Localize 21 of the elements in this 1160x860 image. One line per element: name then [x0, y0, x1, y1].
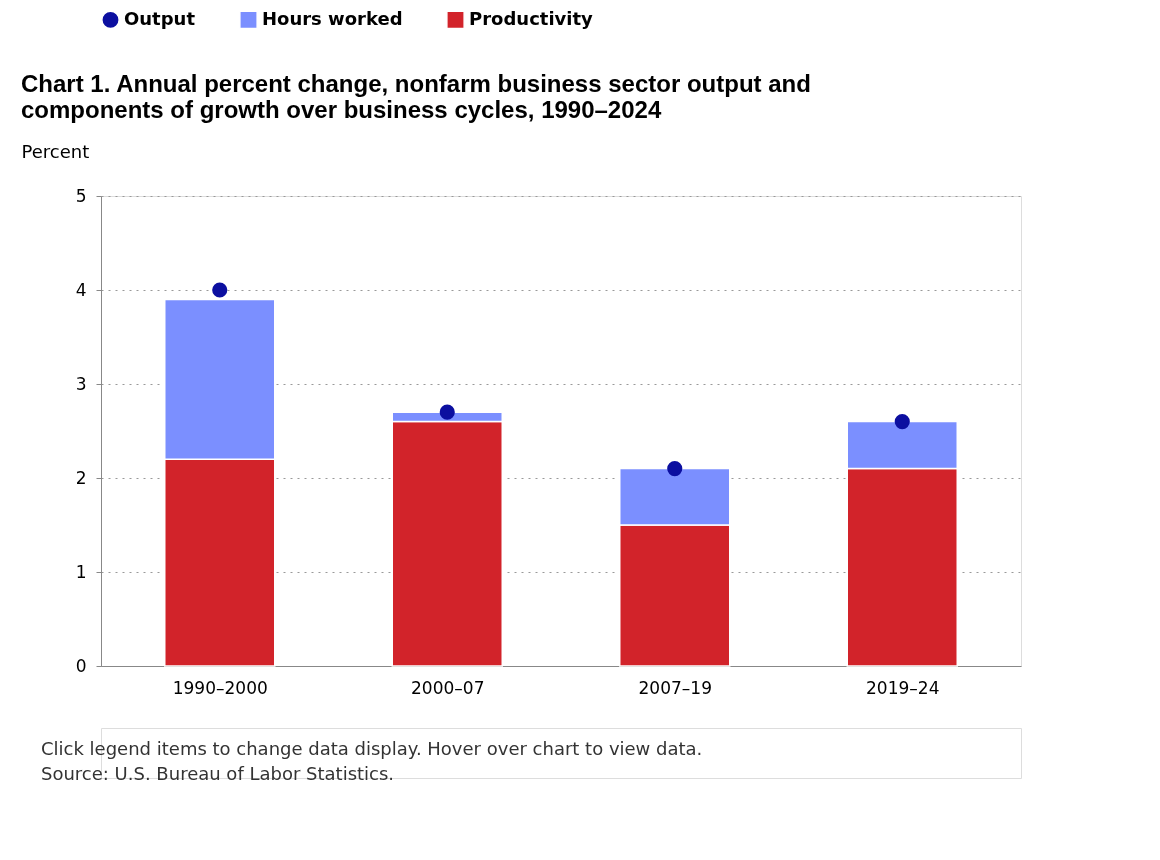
y-tick-label: 1 — [75, 561, 87, 582]
x-tick-label: 1990–2000 — [172, 677, 268, 698]
legend-label: Productivity — [469, 7, 594, 29]
y-tick-label: 0 — [75, 655, 87, 676]
y-tick-label: 4 — [75, 279, 87, 300]
y-axis-title: Percent — [21, 140, 90, 162]
x-tick-label: 2000–07 — [411, 677, 485, 698]
y-tick-label: 3 — [75, 373, 87, 394]
legend-label: Hours worked — [262, 7, 403, 29]
y-tick-label: 5 — [75, 185, 87, 206]
x-tick-label: 2007–19 — [638, 677, 712, 698]
text: Click legend items to change data display. Hover over chart to view data. — [41, 737, 703, 759]
point — [667, 461, 683, 477]
point — [894, 414, 910, 430]
point — [212, 282, 228, 298]
x-tick-label: 2019–24 — [866, 677, 940, 698]
chart-title: Chart 1. Annual percent change, nonfarm business sector output and components of growth over business cycles, 1990–2024 — [21, 70, 811, 123]
source-note: Source: U.S. Bureau of Labor Statistics. — [41, 762, 395, 784]
legend-label: Output — [124, 7, 196, 29]
y-tick-label: 2 — [75, 467, 87, 488]
point — [439, 404, 455, 420]
